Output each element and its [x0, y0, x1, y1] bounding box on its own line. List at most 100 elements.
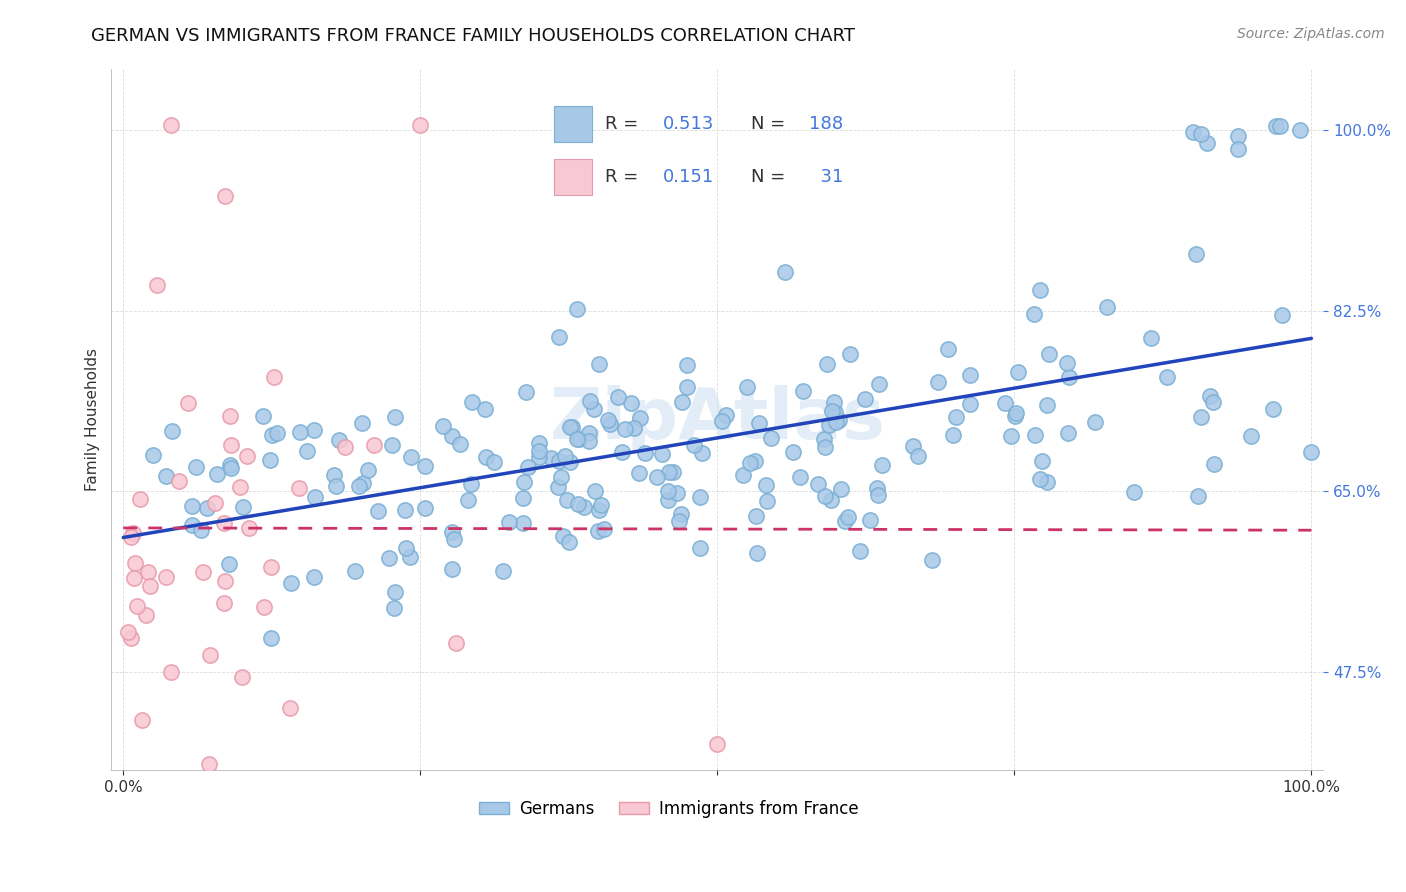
Point: [177, 396, 200, 410]
Point: [578, 434, 600, 448]
Point: [547, 329, 569, 343]
Point: [567, 432, 589, 446]
Point: [492, 564, 515, 578]
Point: [1005, 406, 1028, 420]
Point: [578, 394, 600, 409]
Point: [135, 607, 157, 622]
Point: [349, 479, 371, 493]
Point: [627, 466, 650, 480]
Point: [457, 493, 479, 508]
Point: [440, 525, 463, 540]
Point: [759, 431, 782, 445]
Point: [671, 507, 693, 521]
Point: [591, 499, 613, 513]
Point: [710, 414, 733, 428]
Point: [859, 513, 882, 527]
Point: [378, 551, 401, 566]
Point: [612, 445, 634, 459]
Point: [328, 434, 350, 448]
Point: [444, 635, 467, 649]
Point: [553, 529, 575, 543]
Point: [323, 467, 346, 482]
Point: [1028, 283, 1050, 297]
Point: [1189, 409, 1212, 424]
Point: [512, 516, 534, 530]
Point: [583, 484, 606, 499]
Point: [141, 448, 163, 462]
Point: [583, 402, 606, 417]
Point: [413, 458, 436, 473]
Point: [190, 523, 212, 537]
Point: [124, 557, 146, 571]
Point: [620, 396, 643, 410]
Point: [219, 438, 242, 452]
Point: [228, 480, 250, 494]
Point: [540, 451, 562, 466]
Point: [120, 631, 142, 645]
Point: [214, 188, 236, 202]
Point: [818, 418, 841, 433]
Point: [807, 476, 830, 491]
Point: [1202, 457, 1225, 471]
Point: [384, 585, 406, 599]
Point: [1097, 300, 1119, 314]
Text: Source: ZipAtlas.com: Source: ZipAtlas.com: [1237, 27, 1385, 41]
Point: [325, 478, 347, 492]
Point: [557, 535, 579, 549]
Point: [432, 418, 454, 433]
Point: [561, 420, 583, 434]
Point: [748, 417, 770, 431]
Point: [443, 532, 465, 546]
Point: [1036, 475, 1059, 490]
Point: [645, 470, 668, 484]
Point: [260, 631, 283, 645]
Point: [834, 514, 856, 528]
Point: [872, 458, 894, 472]
Point: [588, 503, 610, 517]
Point: [513, 475, 536, 489]
Point: [839, 347, 862, 361]
Point: [195, 500, 218, 515]
Point: [657, 493, 679, 508]
Point: [304, 490, 326, 504]
Point: [572, 500, 595, 514]
Point: [498, 515, 520, 529]
Point: [599, 417, 621, 431]
Point: [689, 541, 711, 555]
Point: [578, 425, 600, 440]
Point: [515, 384, 537, 399]
Text: ZipAtlas: ZipAtlas: [550, 384, 886, 454]
Point: [1004, 409, 1026, 423]
Point: [714, 408, 737, 422]
Point: [568, 432, 591, 446]
Point: [1195, 136, 1218, 151]
Point: [367, 504, 389, 518]
Point: [792, 384, 814, 398]
Point: [866, 481, 889, 495]
Point: [395, 541, 418, 556]
Point: [782, 445, 804, 459]
Point: [1057, 425, 1080, 440]
Point: [945, 410, 967, 425]
Point: [399, 450, 422, 464]
Point: [181, 499, 204, 513]
Point: [263, 370, 285, 384]
Point: [441, 429, 464, 443]
Point: [252, 600, 274, 615]
Point: [1226, 129, 1249, 144]
Point: [567, 301, 589, 316]
Point: [868, 488, 890, 502]
Point: [606, 390, 628, 404]
Point: [830, 482, 852, 496]
Point: [828, 413, 851, 427]
Point: [959, 397, 981, 411]
Point: [849, 544, 872, 558]
Point: [295, 444, 318, 458]
Point: [384, 410, 406, 425]
Point: [755, 478, 778, 492]
Point: [413, 500, 436, 515]
Point: [623, 421, 645, 435]
Point: [1198, 389, 1220, 403]
Point: [744, 453, 766, 467]
Point: [278, 701, 301, 715]
